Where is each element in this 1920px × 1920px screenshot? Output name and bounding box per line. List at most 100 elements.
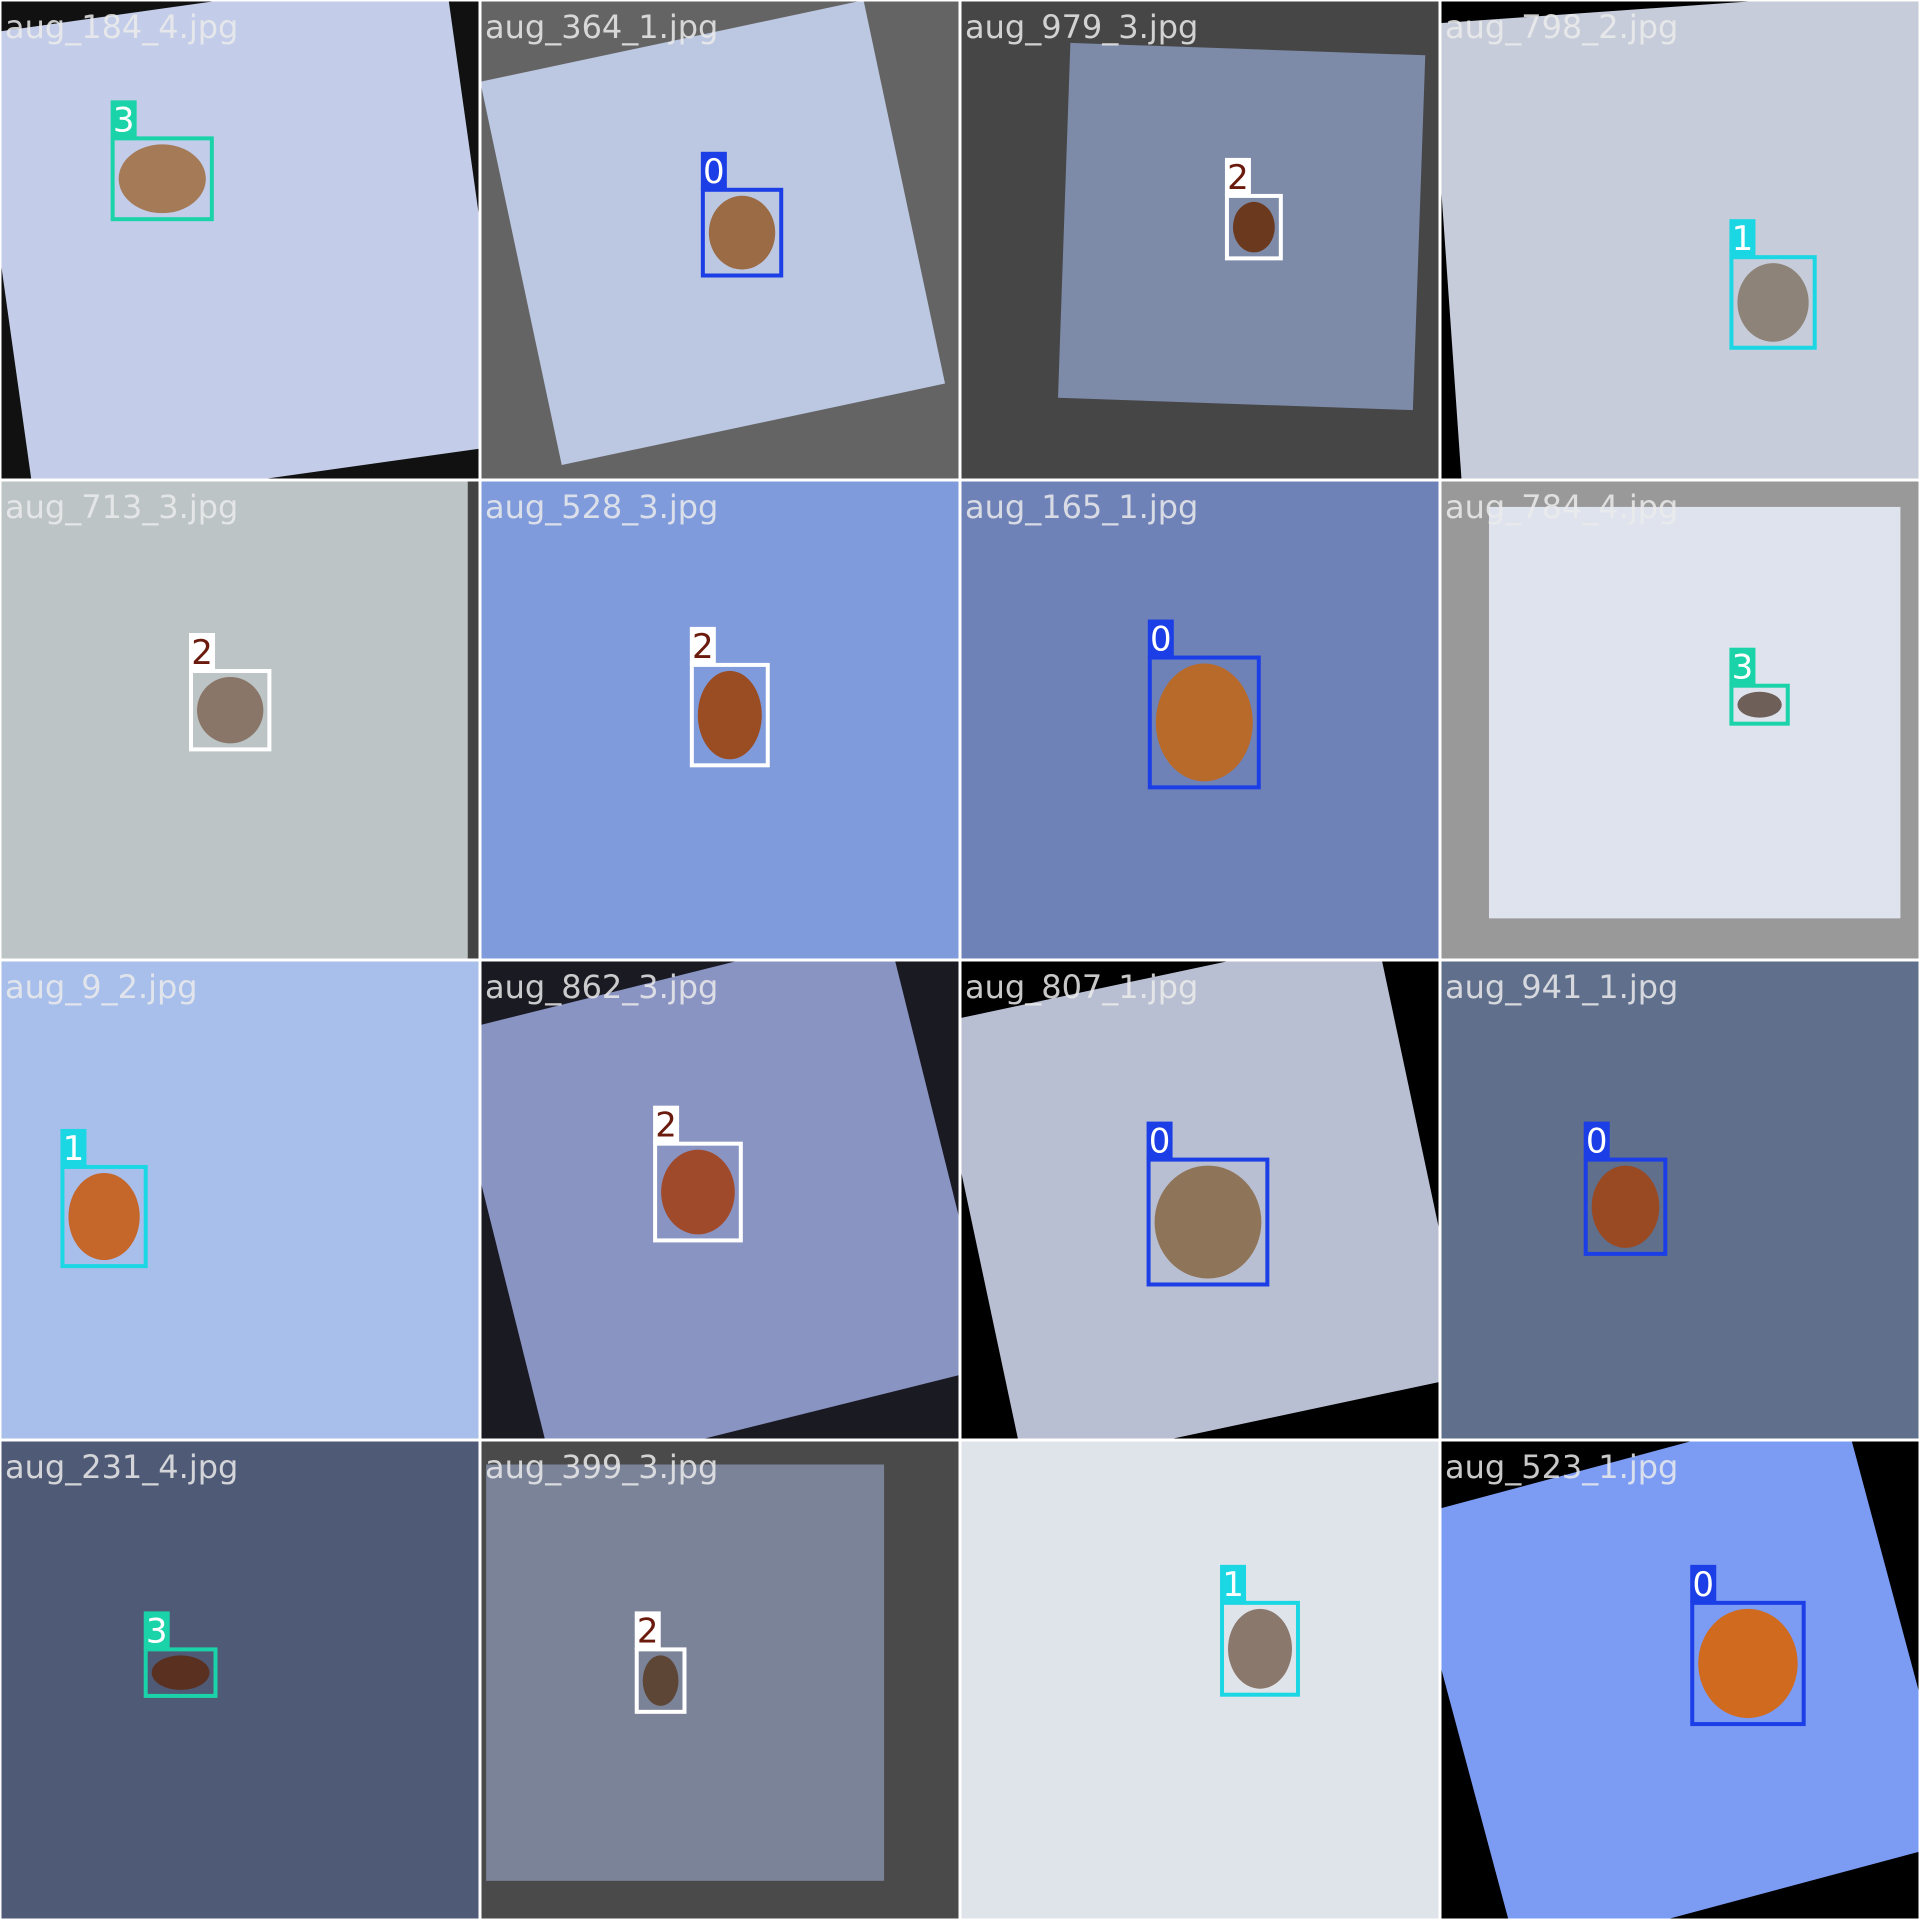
- filename: aug_807_1.jpg: [965, 968, 1198, 1006]
- image-tile: 3 aug_184_4.jpg: [0, 0, 482, 482]
- bounding-box: [189, 669, 272, 752]
- class-label: 2: [692, 627, 714, 667]
- bounding-box: [110, 136, 214, 222]
- image-tile: 1 aug_798_2.jpg: [1438, 0, 1920, 482]
- tile-content: 2 aug_399_3.jpg: [480, 1440, 960, 1920]
- label-tag: [1690, 1564, 1717, 1603]
- filename: aug_364_1.jpg: [485, 8, 718, 46]
- class-label: 3: [146, 1611, 168, 1651]
- bounding-box: [1146, 1157, 1270, 1287]
- image-tile: 0 aug_165_1.jpg: [958, 478, 1442, 962]
- class-label: 1: [1732, 219, 1754, 259]
- class-label: 2: [1227, 158, 1249, 198]
- paper: [1440, 0, 1920, 480]
- almond: [642, 1655, 679, 1706]
- bounding-box: [1583, 1157, 1668, 1256]
- almond: [1155, 663, 1253, 782]
- almond: [1591, 1165, 1660, 1248]
- tile-content: 1: [960, 1440, 1440, 1920]
- image-tile: 3 aug_231_4.jpg: [0, 1438, 482, 1920]
- bounding-box: [653, 1141, 743, 1243]
- label-tag: [634, 1611, 661, 1650]
- filename: aug_713_3.jpg: [5, 488, 238, 526]
- tile-content: 0 aug_364_1.jpg: [480, 0, 960, 480]
- almond: [661, 1149, 735, 1235]
- paper: [0, 1440, 480, 1920]
- bounding-box: [1147, 655, 1261, 790]
- paper: [960, 1440, 1440, 1920]
- label-tag: [1729, 647, 1756, 686]
- image-tile: 2 aug_979_3.jpg: [958, 0, 1442, 482]
- filename: aug_165_1.jpg: [965, 488, 1198, 526]
- class-label: 3: [1732, 648, 1754, 688]
- class-label: 1: [63, 1129, 85, 1169]
- almond: [708, 195, 776, 270]
- image-tile: 1 aug_9_2.jpg: [0, 958, 482, 1442]
- tile-content: 0 aug_523_1.jpg: [1440, 1440, 1920, 1920]
- tile-border: [1438, 1438, 1920, 1920]
- tile-content: 0 aug_807_1.jpg: [960, 960, 1440, 1440]
- almond: [197, 677, 264, 744]
- filename: aug_528_3.jpg: [485, 488, 718, 526]
- label-tag: [700, 151, 727, 190]
- filename: aug_798_2.jpg: [1445, 8, 1678, 46]
- filename: aug_862_3.jpg: [485, 968, 718, 1006]
- image-tile: 0 aug_941_1.jpg: [1438, 958, 1920, 1442]
- label-tag: [689, 626, 716, 665]
- filename: aug_523_1.jpg: [1445, 1448, 1678, 1486]
- tile-content: 0 aug_165_1.jpg: [960, 480, 1440, 960]
- class-label: 0: [1692, 1565, 1714, 1605]
- almond: [1232, 201, 1275, 253]
- tile-content: 3 aug_784_4.jpg: [1440, 480, 1920, 960]
- image-tile: 0 aug_523_1.jpg: [1438, 1438, 1920, 1920]
- tile-content: 2 aug_979_3.jpg: [960, 0, 1440, 480]
- paper: [1440, 960, 1920, 1440]
- paper: [1440, 1440, 1920, 1920]
- label-tag: [1583, 1121, 1610, 1160]
- image-tile: 2 aug_862_3.jpg: [478, 958, 962, 1442]
- label-tag: [143, 1611, 170, 1650]
- image-tile: 0 aug_807_1.jpg: [958, 958, 1442, 1442]
- filename: aug_941_1.jpg: [1445, 968, 1678, 1006]
- tile-content: 2 aug_862_3.jpg: [480, 960, 960, 1440]
- filename: aug_399_3.jpg: [485, 1448, 718, 1486]
- almond: [1228, 1608, 1292, 1689]
- paper: [0, 0, 480, 480]
- almond: [68, 1172, 140, 1261]
- label-tag: [189, 633, 216, 672]
- almond: [697, 670, 762, 760]
- label-tag: [1224, 157, 1251, 196]
- image-tile: 2 aug_713_3.jpg: [0, 478, 482, 962]
- bounding-box: [1220, 1600, 1300, 1697]
- tile-content: 1 aug_9_2.jpg: [0, 960, 480, 1440]
- bounding-box: [60, 1164, 148, 1269]
- class-label: 0: [703, 152, 725, 192]
- image-tile: 3 aug_784_4.jpg: [1438, 478, 1920, 962]
- tile-content: 3 aug_231_4.jpg: [0, 1440, 480, 1920]
- almond: [1737, 263, 1809, 342]
- image-tile: 2 aug_528_3.jpg: [478, 478, 962, 962]
- image-tile: 2 aug_399_3.jpg: [478, 1438, 962, 1920]
- label-tag: [1146, 1121, 1173, 1160]
- almond: [1737, 691, 1782, 718]
- tile-content: 1 aug_798_2.jpg: [1440, 0, 1920, 480]
- tile-content: 3 aug_184_4.jpg: [0, 0, 480, 480]
- image-tile: 0 aug_364_1.jpg: [478, 0, 962, 482]
- class-label: 0: [1149, 1122, 1171, 1162]
- class-label: 2: [655, 1106, 677, 1146]
- class-label: 0: [1150, 620, 1172, 660]
- class-label: 3: [113, 100, 135, 140]
- paper: [1488, 506, 1901, 919]
- almond: [1698, 1608, 1798, 1719]
- label-tag: [1729, 219, 1756, 258]
- filename: aug_231_4.jpg: [5, 1448, 238, 1486]
- label-tag: [1147, 619, 1174, 658]
- bounding-box: [143, 1647, 218, 1698]
- tile-content: 2 aug_528_3.jpg: [480, 480, 960, 960]
- bounding-box: [1224, 193, 1283, 261]
- class-label: 1: [1222, 1565, 1244, 1605]
- label-tag: [653, 1105, 680, 1144]
- filename: aug_184_4.jpg: [5, 8, 238, 46]
- bounding-box: [1729, 255, 1817, 350]
